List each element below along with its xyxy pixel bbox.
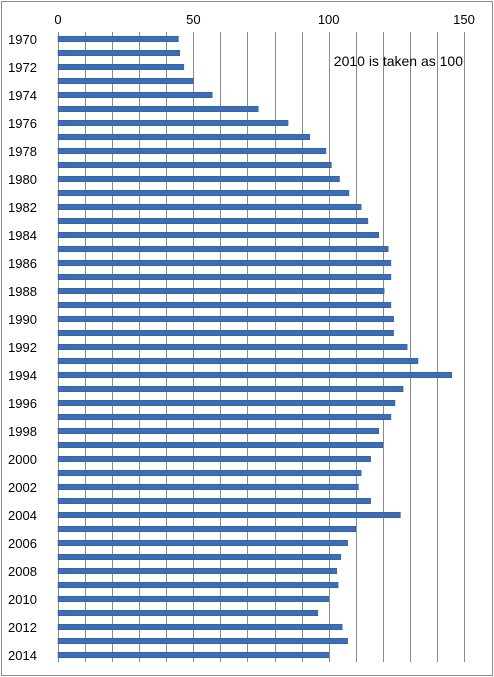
y-tick-label-1970: 1970 bbox=[8, 32, 37, 47]
chart-annotation: 2010 is taken as 100 bbox=[334, 53, 463, 69]
y-tick-label-1986: 1986 bbox=[8, 256, 37, 271]
bar-1996 bbox=[57, 400, 396, 406]
y-tick-label-1984: 1984 bbox=[8, 228, 37, 243]
bar-1971 bbox=[57, 50, 181, 56]
y-tick-label-1990: 1990 bbox=[8, 312, 37, 327]
bar-1987 bbox=[57, 274, 392, 280]
bar-2010 bbox=[57, 596, 329, 602]
bar-2007 bbox=[57, 554, 342, 560]
bar-1980 bbox=[57, 176, 340, 182]
bar-1982 bbox=[57, 204, 362, 210]
bar-2012 bbox=[57, 624, 343, 630]
bar-1973 bbox=[57, 78, 194, 84]
y-tick-label-1988: 1988 bbox=[8, 284, 37, 299]
bar-1985 bbox=[57, 246, 389, 252]
y-tick-label-2002: 2002 bbox=[8, 480, 37, 495]
y-tick-label-1974: 1974 bbox=[8, 88, 37, 103]
x-tick-label-150: 150 bbox=[453, 12, 475, 27]
bar-2014 bbox=[57, 652, 329, 658]
bar-1983 bbox=[57, 218, 369, 224]
y-tick-label-1972: 1972 bbox=[8, 60, 37, 75]
y-tick-label-1992: 1992 bbox=[8, 340, 37, 355]
bar-1972 bbox=[57, 64, 185, 70]
x-tick-label-0: 0 bbox=[54, 12, 61, 27]
y-tick-label-1994: 1994 bbox=[8, 368, 37, 383]
bar-1978 bbox=[57, 148, 327, 154]
bar-1988 bbox=[57, 288, 385, 294]
bar-2013 bbox=[57, 638, 348, 644]
bar-1994 bbox=[57, 372, 453, 378]
bar-1977 bbox=[57, 134, 310, 140]
bar-2001 bbox=[57, 470, 362, 476]
bar-2002 bbox=[57, 484, 359, 490]
bar-1984 bbox=[57, 232, 379, 238]
bar-1981 bbox=[57, 190, 350, 196]
bar-1975 bbox=[57, 106, 259, 112]
y-axis-tick-labels: 1970 1972 1974 1976 1978 1980 1982 1984 1986 1988… bbox=[8, 32, 37, 663]
bar-1990 bbox=[57, 316, 394, 322]
bar-2005 bbox=[57, 526, 356, 532]
bar-1976 bbox=[57, 120, 289, 126]
y-tick-label-2008: 2008 bbox=[8, 564, 37, 579]
y-tick-label-1976: 1976 bbox=[8, 116, 37, 131]
y-tick-label-1998: 1998 bbox=[8, 424, 37, 439]
bar-1970 bbox=[57, 36, 179, 42]
y-tick-label-1980: 1980 bbox=[8, 172, 37, 187]
x-tick-label-50: 50 bbox=[186, 12, 200, 27]
y-tick-label-1978: 1978 bbox=[8, 144, 37, 159]
bar-1995 bbox=[57, 386, 404, 392]
y-tick-label-1996: 1996 bbox=[8, 396, 37, 411]
bar-1999 bbox=[57, 442, 384, 448]
bar-2008 bbox=[57, 568, 338, 574]
x-axis-tick-labels: 0 50 100 150 bbox=[54, 12, 474, 27]
bar-1997 bbox=[57, 414, 392, 420]
y-tick-label-2012: 2012 bbox=[8, 620, 37, 635]
y-tick-label-2000: 2000 bbox=[8, 452, 37, 467]
bar-2004 bbox=[57, 512, 401, 518]
bar-2009 bbox=[57, 582, 339, 588]
bar-1986 bbox=[57, 260, 392, 266]
bar-1998 bbox=[57, 428, 379, 434]
y-tick-label-2006: 2006 bbox=[8, 536, 37, 551]
bar-1993 bbox=[57, 358, 419, 364]
bar-1979 bbox=[57, 162, 332, 168]
bar-1991 bbox=[57, 330, 394, 336]
bar-1989 bbox=[57, 302, 392, 308]
x-tick-label-100: 100 bbox=[318, 12, 340, 27]
bars-layer bbox=[57, 36, 453, 658]
bar-2003 bbox=[57, 498, 371, 504]
bar-2011 bbox=[57, 610, 319, 616]
bar-1974 bbox=[57, 92, 213, 98]
y-tick-label-2014: 2014 bbox=[8, 648, 37, 663]
y-tick-label-2004: 2004 bbox=[8, 508, 37, 523]
y-tick-label-1982: 1982 bbox=[8, 200, 37, 215]
y-tick-label-2010: 2010 bbox=[8, 592, 37, 607]
bar-2000 bbox=[57, 456, 371, 462]
bar-2006 bbox=[57, 540, 348, 546]
bar-1992 bbox=[57, 344, 408, 350]
